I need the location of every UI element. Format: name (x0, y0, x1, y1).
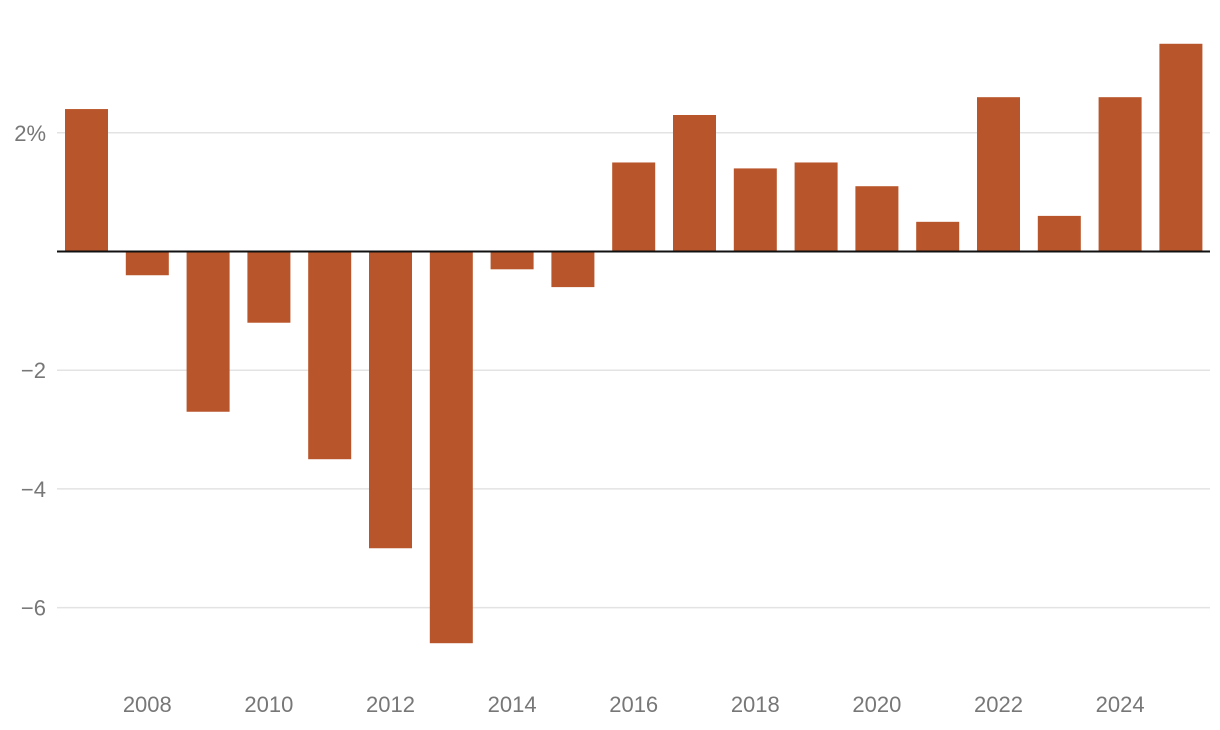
bar-2008 (125, 251, 169, 276)
y-tick-label-2: −4 (21, 477, 46, 502)
x-tick-label-2020: 2020 (852, 692, 901, 717)
bar-2011 (308, 251, 352, 460)
bar-2015 (551, 251, 595, 288)
y-tick-label-0: 2% (14, 121, 46, 146)
x-tick-label-2022: 2022 (974, 692, 1023, 717)
bar-2016 (612, 162, 656, 252)
x-tick-label-2010: 2010 (244, 692, 293, 717)
x-tick-label-2018: 2018 (731, 692, 780, 717)
bar-2013 (429, 251, 473, 644)
bar-2017 (673, 114, 716, 252)
bar-2018 (733, 168, 777, 252)
tick-labels: 2% −2 −4 −6 2008 2010 2012 2014 2016 2018 2020 2022… (14, 121, 1144, 717)
x-tick-label-2012: 2012 (366, 692, 415, 717)
bar-2023 (1037, 215, 1081, 252)
x-tick-label-2016: 2016 (609, 692, 658, 717)
bar-2012 (369, 251, 412, 549)
bar-2010 (247, 251, 291, 323)
bar-2007 (65, 109, 108, 252)
bars (65, 43, 1203, 644)
bar-2025 (1159, 43, 1203, 252)
bar-2019 (794, 162, 838, 252)
bar-2009 (186, 251, 230, 412)
y-tick-label-1: −2 (21, 358, 46, 383)
bar-2022 (977, 97, 1020, 252)
bar-2020 (855, 186, 899, 252)
bar-2021 (916, 221, 960, 252)
x-tick-label-2014: 2014 (488, 692, 537, 717)
bar-2024 (1098, 97, 1142, 252)
x-tick-label-2008: 2008 (123, 692, 172, 717)
bar-2014 (490, 251, 534, 270)
y-tick-label-3: −6 (21, 596, 46, 621)
x-tick-label-2024: 2024 (1096, 692, 1145, 717)
